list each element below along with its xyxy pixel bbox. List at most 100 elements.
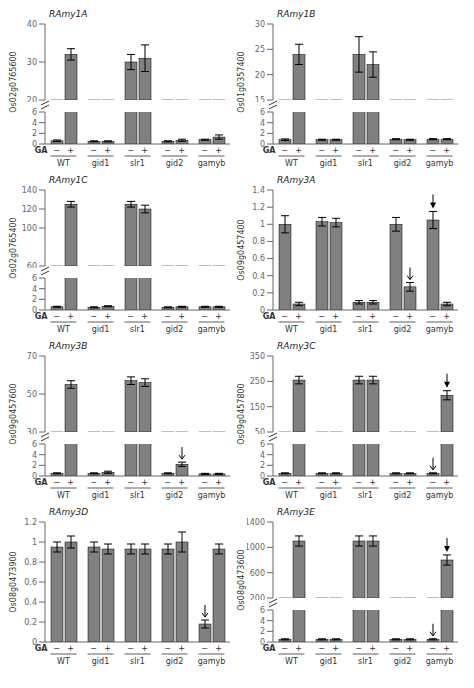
svg-text:−: − — [53, 644, 60, 653]
svg-text:gid1: gid1 — [92, 159, 109, 168]
svg-text:−: − — [201, 644, 208, 653]
svg-text:0.2: 0.2 — [24, 618, 37, 627]
svg-text:−: − — [201, 478, 208, 487]
svg-text:1.4: 1.4 — [252, 186, 265, 195]
svg-text:+: + — [443, 478, 450, 487]
svg-text:−: − — [127, 644, 134, 653]
svg-text:30: 30 — [27, 58, 37, 67]
svg-text:slr1: slr1 — [358, 159, 373, 168]
svg-text:gid1: gid1 — [320, 491, 337, 500]
svg-text:gid2: gid2 — [394, 159, 411, 168]
svg-text:2: 2 — [260, 627, 265, 636]
svg-text:Os02g0765600: Os02g0765600 — [9, 51, 18, 112]
svg-text:0.6: 0.6 — [24, 578, 37, 587]
svg-text:−: − — [127, 478, 134, 487]
svg-text:+: + — [141, 478, 148, 487]
svg-text:140: 140 — [22, 186, 37, 195]
svg-text:Os09g0457400: Os09g0457400 — [237, 219, 246, 280]
svg-text:−: − — [164, 312, 171, 321]
svg-text:−: − — [318, 644, 325, 653]
svg-text:+: + — [406, 146, 413, 155]
svg-text:slr1: slr1 — [130, 159, 145, 168]
svg-text:+: + — [104, 146, 111, 155]
svg-text:+: + — [215, 478, 222, 487]
svg-text:gid2: gid2 — [166, 657, 183, 666]
svg-text:+: + — [215, 146, 222, 155]
svg-text:4: 4 — [260, 119, 265, 128]
svg-text:−: − — [281, 312, 288, 321]
svg-text:1.2: 1.2 — [252, 203, 265, 212]
svg-text:gid1: gid1 — [320, 159, 337, 168]
svg-text:1000: 1000 — [247, 543, 265, 552]
svg-text:WT: WT — [57, 159, 70, 168]
svg-text:0: 0 — [32, 638, 37, 647]
svg-text:1400: 1400 — [247, 518, 265, 527]
svg-text:gid1: gid1 — [92, 325, 109, 334]
svg-text:+: + — [369, 146, 376, 155]
svg-text:+: + — [332, 644, 339, 653]
svg-text:Os08g0473900: Os08g0473900 — [9, 551, 18, 612]
svg-text:+: + — [332, 146, 339, 155]
svg-text:gamyb: gamyb — [426, 491, 454, 500]
svg-text:+: + — [178, 644, 185, 653]
svg-text:6: 6 — [260, 440, 265, 449]
svg-text:−: − — [164, 644, 171, 653]
svg-text:+: + — [67, 478, 74, 487]
svg-text:0.6: 0.6 — [252, 254, 265, 263]
svg-text:4: 4 — [32, 285, 37, 294]
svg-text:−: − — [429, 644, 436, 653]
svg-text:−: − — [318, 312, 325, 321]
svg-text:−: − — [201, 312, 208, 321]
svg-text:gamyb: gamyb — [426, 325, 454, 334]
svg-text:600: 600 — [250, 569, 265, 578]
svg-text:1: 1 — [32, 538, 37, 547]
svg-text:0: 0 — [260, 638, 265, 647]
svg-text:+: + — [104, 478, 111, 487]
svg-text:200: 200 — [250, 594, 265, 600]
svg-text:+: + — [406, 644, 413, 653]
svg-text:+: + — [332, 312, 339, 321]
svg-text:+: + — [369, 478, 376, 487]
svg-text:+: + — [67, 146, 74, 155]
svg-text:+: + — [215, 644, 222, 653]
svg-text:1.2: 1.2 — [24, 518, 37, 527]
svg-text:30: 30 — [27, 428, 37, 434]
svg-text:+: + — [141, 644, 148, 653]
svg-text:Os08g0473600: Os08g0473600 — [237, 549, 246, 610]
svg-text:−: − — [127, 312, 134, 321]
svg-text:2: 2 — [32, 129, 37, 138]
svg-text:120: 120 — [22, 205, 37, 214]
svg-text:+: + — [443, 644, 450, 653]
svg-text:−: − — [392, 644, 399, 653]
svg-text:4: 4 — [260, 451, 265, 460]
svg-text:−: − — [429, 312, 436, 321]
svg-text:+: + — [104, 644, 111, 653]
svg-text:0: 0 — [260, 306, 265, 315]
svg-text:−: − — [281, 644, 288, 653]
svg-text:100: 100 — [22, 224, 37, 233]
svg-text:gid1: gid1 — [92, 491, 109, 500]
svg-text:WT: WT — [285, 159, 298, 168]
svg-text:0.8: 0.8 — [24, 558, 37, 567]
svg-text:WT: WT — [57, 657, 70, 666]
svg-text:Os09g0457800: Os09g0457800 — [237, 383, 246, 444]
svg-text:−: − — [318, 478, 325, 487]
svg-text:40: 40 — [27, 20, 37, 29]
svg-text:0.4: 0.4 — [24, 598, 37, 607]
svg-text:gid2: gid2 — [166, 159, 183, 168]
svg-text:4: 4 — [32, 451, 37, 460]
svg-text:+: + — [295, 478, 302, 487]
svg-text:slr1: slr1 — [130, 657, 145, 666]
svg-text:Os02g0765400: Os02g0765400 — [9, 217, 18, 278]
svg-text:150: 150 — [250, 403, 265, 412]
svg-text:slr1: slr1 — [358, 325, 373, 334]
svg-text:6: 6 — [32, 274, 37, 283]
svg-text:Os09g0457600: Os09g0457600 — [9, 383, 18, 444]
svg-text:0: 0 — [32, 472, 37, 481]
svg-text:+: + — [369, 644, 376, 653]
svg-text:+: + — [406, 478, 413, 487]
svg-text:+: + — [295, 644, 302, 653]
svg-text:gamyb: gamyb — [426, 159, 454, 168]
svg-text:50: 50 — [255, 428, 265, 434]
svg-text:gid1: gid1 — [320, 325, 337, 334]
